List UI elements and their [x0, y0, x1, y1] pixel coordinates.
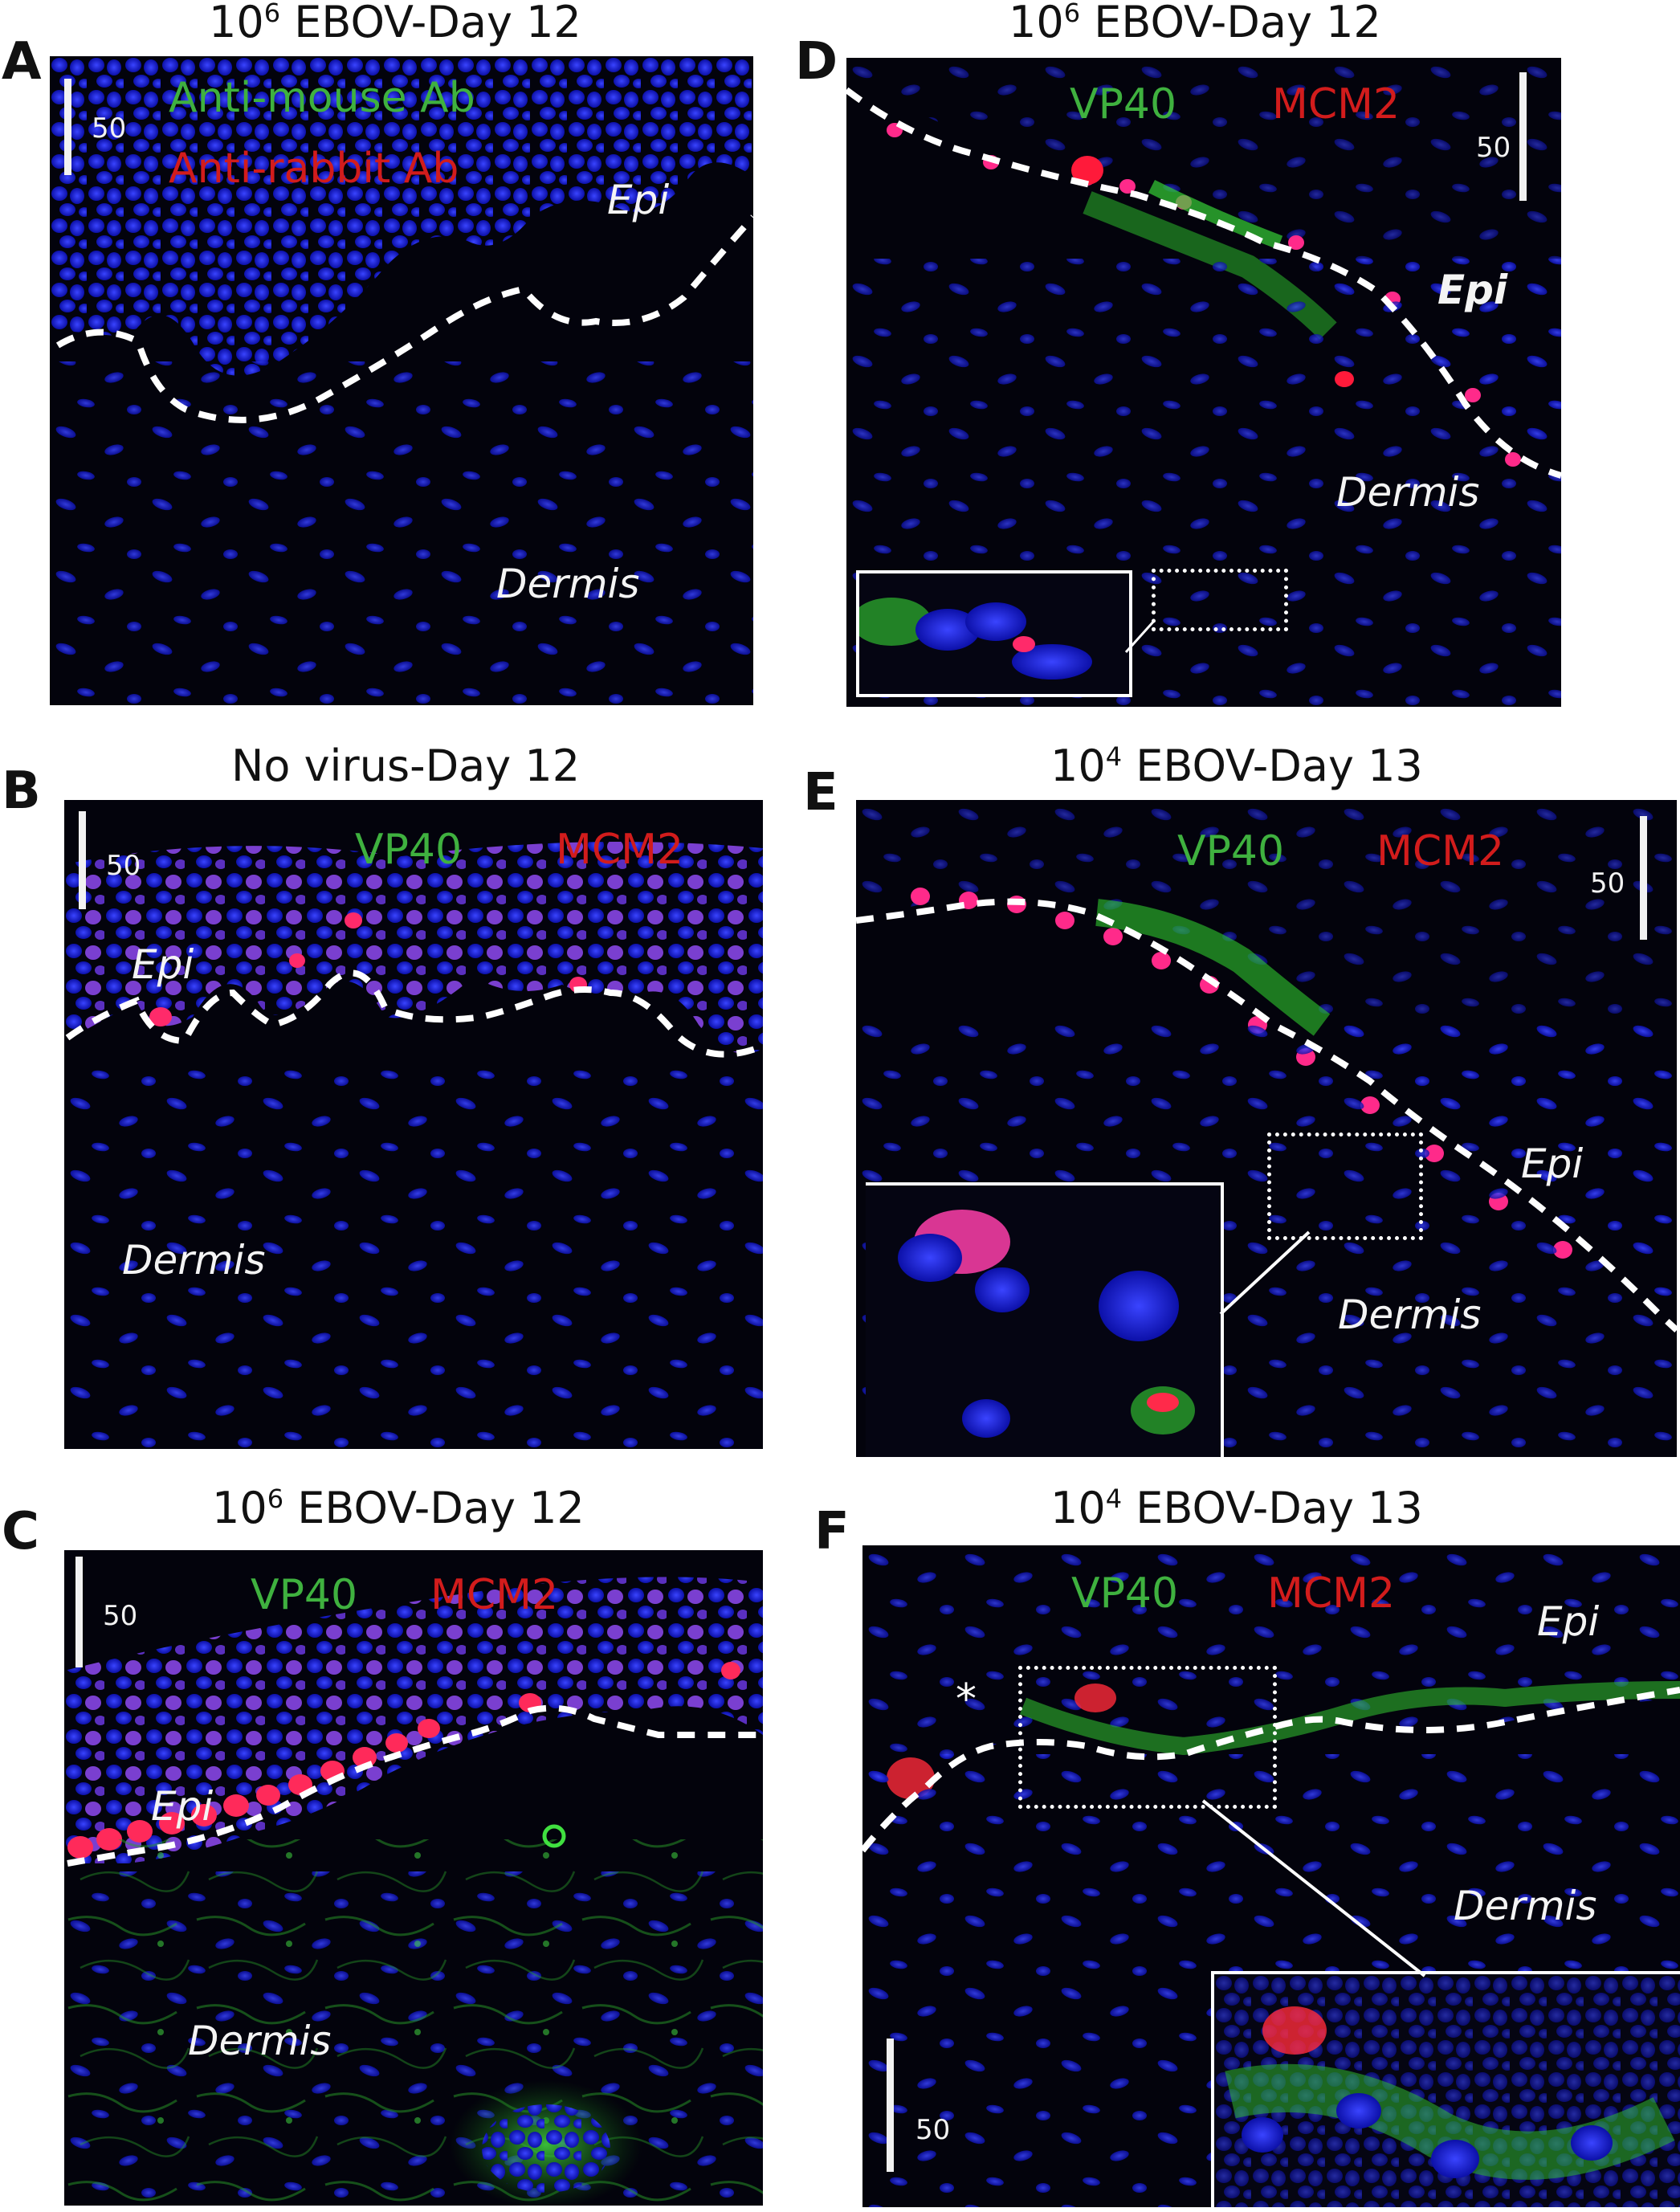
micrograph-b: 50 VP40 MCM2 Epi Dermis [64, 800, 763, 1449]
epidermis-label: Epi [1437, 267, 1508, 313]
zoom-inset [856, 570, 1132, 697]
channel-label-green: VP40 [1070, 80, 1177, 129]
panel-title: 104 EBOV-Day 13 [1050, 1483, 1423, 1533]
panel-letter: F [814, 1502, 850, 1561]
micrograph-e: 50 VP40 MCM2 Epi Dermis [856, 800, 1677, 1457]
scale-label: 50 [915, 2114, 951, 2146]
panel-letter: A [2, 32, 42, 92]
panel-letter: B [2, 761, 41, 821]
channel-label-green: VP40 [355, 826, 463, 874]
channel-label-red: MCM2 [556, 826, 684, 874]
scale-label: 50 [106, 850, 141, 882]
channel-label-green: VP40 [1071, 1569, 1179, 1618]
micrograph-a: 50 Anti-mouse Ab Anti-rabbit Ab Epi Derm… [50, 56, 753, 705]
channel-label-red: Anti-rabbit Ab [169, 145, 459, 193]
scale-label: 50 [92, 112, 127, 145]
panel-title: 106 EBOV-Day 12 [209, 0, 581, 47]
dermis-label: Dermis [1454, 1883, 1597, 1929]
channel-label-red: MCM2 [430, 1571, 559, 1619]
epidermis-label: Epi [132, 941, 194, 988]
micrograph-c: 50 VP40 MCM2 Epi Dermis [64, 1550, 763, 2206]
channel-label-red: MCM2 [1376, 827, 1505, 875]
scale-bar [1640, 816, 1647, 940]
micrograph-d: 50 VP40 MCM2 Epi Dermis [846, 58, 1561, 707]
dermis-label: Dermis [496, 561, 640, 607]
panel-title: 106 EBOV-Day 12 [1009, 0, 1381, 47]
channel-label-green: VP40 [1177, 827, 1285, 875]
epidermis-label: Epi [151, 1783, 214, 1830]
channel-label-green: VP40 [251, 1571, 358, 1619]
channel-label-green: Anti-mouse Ab [169, 74, 475, 122]
zoom-inset [866, 1182, 1224, 1457]
region-of-interest-box [1018, 1666, 1277, 1809]
epidermis-label: Epi [607, 177, 670, 223]
panel-title: 104 EBOV-Day 13 [1050, 741, 1423, 791]
region-of-interest-box [1267, 1133, 1423, 1240]
panel-title: No virus-Day 12 [231, 741, 581, 791]
micrograph-f: 50 VP40 MCM2 Epi Dermis * [862, 1545, 1680, 2207]
zoom-inset [1211, 1971, 1680, 2207]
dermis-label: Dermis [1338, 1292, 1482, 1338]
channel-label-red: MCM2 [1272, 80, 1401, 129]
scale-bar [64, 79, 71, 175]
scale-label: 50 [1590, 867, 1625, 900]
scale-label: 50 [1476, 132, 1511, 164]
epidermis-label: Epi [1521, 1141, 1584, 1187]
dermis-label: Dermis [122, 1237, 266, 1284]
asterisk-marker: * [956, 1675, 977, 1724]
channel-label-red: MCM2 [1267, 1569, 1396, 1618]
scale-label: 50 [103, 1600, 138, 1632]
dermis-label: Dermis [188, 2018, 332, 2064]
panel-letter: D [795, 32, 838, 92]
panel-title: 106 EBOV-Day 12 [212, 1483, 585, 1533]
scale-bar [79, 811, 86, 909]
dermis-label: Dermis [1336, 469, 1480, 516]
region-of-interest-box [1152, 569, 1288, 631]
panel-letter: E [803, 763, 838, 822]
epidermis-label: Epi [1537, 1598, 1600, 1645]
scale-bar [1519, 72, 1527, 201]
scale-bar [887, 2039, 894, 2172]
panel-letter: C [2, 1502, 39, 1561]
scale-bar [75, 1557, 83, 1667]
